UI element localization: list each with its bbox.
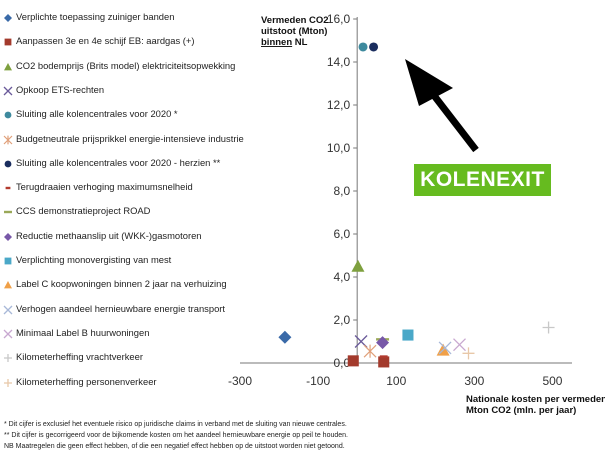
legend-marker: [4, 160, 12, 168]
legend-marker: [4, 14, 12, 22]
legend-marker: [4, 211, 12, 214]
legend-marker-icon: [4, 62, 12, 70]
legend-label: Reductie methaanslip uit (WKK-)gasmotore…: [16, 229, 202, 241]
y-axis-title-line: binnen NL: [261, 37, 308, 48]
legend-label: Kilometerheffing personenverkeer: [16, 375, 157, 387]
kolenexit-badge: KOLENEXIT: [414, 164, 551, 196]
data-point-2: [347, 355, 359, 367]
legend-marker-icon: [4, 281, 12, 289]
legend-label: Aanpassen 3e en 4e schijf EB: aardgas (+…: [16, 35, 195, 47]
legend-marker-icon: [4, 257, 12, 265]
legend-marker-icon: [3, 86, 13, 96]
legend-label: Verplichte toepassing zuiniger banden: [16, 11, 175, 22]
x-tick-label: -100: [306, 374, 330, 388]
legend-label: Label C koopwoningen binnen 2 jaar na ve…: [16, 278, 227, 290]
legend-marker: [4, 281, 12, 289]
legend-marker: [4, 354, 12, 363]
legend-marker-icon: [3, 305, 13, 315]
y-axis-title-line: uitstoot (Mton): [261, 26, 327, 37]
legend-label: Verplichting monovergisting van mest: [16, 254, 172, 265]
x-tick-label: 100: [386, 374, 406, 388]
y-tick-label: 10,0: [327, 141, 351, 155]
legend-marker-icon: [3, 329, 13, 339]
legend-label: Sluiting alle kolencentrales voor 2020 *: [16, 108, 178, 120]
legend-marker: [4, 111, 12, 119]
legend-marker-icon: [4, 354, 12, 363]
data-point-2: [378, 356, 390, 368]
x-axis-title-line: Mton CO2 (mln. per jaar): [466, 405, 576, 416]
x-axis-title-line: Nationale kosten per vermeden: [466, 394, 605, 405]
legend-label: Verhogen aandeel hernieuwbare energie tr…: [16, 302, 226, 314]
y-tick-label: 12,0: [327, 98, 351, 112]
legend-marker: [3, 135, 13, 144]
y-tick-label: 4,0: [333, 270, 350, 284]
x-tick-label: -300: [228, 374, 252, 388]
legend-label: Opkoop ETS-rechten: [16, 83, 105, 95]
legend-label: Sluiting alle kolencentrales voor 2020 -…: [16, 156, 221, 168]
y-axis-title-line: Vermeden CO2: [261, 15, 329, 26]
legend-marker-icon: [4, 232, 12, 241]
footnote-1: * Dit cijfer is exclusief het eventuele …: [4, 421, 347, 428]
legend-label: CO2 bodemprijs (Brits model) elektricite…: [16, 59, 236, 71]
legend-marker: [5, 186, 11, 190]
data-point-16: [462, 347, 475, 360]
legend-label: Terugdraaien verhoging maximumsnelheid: [16, 181, 193, 193]
legend-marker-icon: [5, 186, 11, 190]
legend-marker: [4, 232, 12, 241]
data-point-10: [376, 336, 390, 350]
legend-marker-icon: [3, 135, 13, 144]
legend-marker-icon: [4, 160, 12, 168]
data-point-15: [542, 321, 555, 334]
legend-marker-icon: [4, 211, 12, 214]
legend-marker: [4, 378, 12, 387]
kolenexit-arrow-shaft: [426, 86, 479, 153]
legend-marker: [3, 329, 13, 339]
y-tick-label: 6,0: [333, 227, 350, 241]
data-point-7: [369, 42, 379, 52]
legend-marker: [3, 305, 13, 315]
legend-label: CCS demonstratieproject ROAD: [16, 205, 151, 217]
data-point-6: [363, 344, 377, 358]
data-point-5: [358, 42, 368, 52]
legend-marker: [3, 86, 13, 96]
footnotes: * Dit cijfer is exclusief het eventuele …: [4, 419, 604, 452]
x-tick-label: 300: [464, 374, 484, 388]
legend-marker: [4, 38, 12, 46]
y-tick-label-zero: 0,0: [333, 356, 350, 370]
y-tick-label: 8,0: [333, 184, 350, 198]
legend-marker-icon: [4, 378, 12, 387]
legend-label: Budgetneutrale prijsprikkel energie-inte…: [16, 132, 244, 144]
legend-label: Minimaal Label B huurwoningen: [16, 326, 150, 338]
footnote-3: NB Maatregelen die geen effect hebben, o…: [4, 443, 345, 450]
legend-marker-icon: [4, 111, 12, 119]
data-point-1: [278, 330, 292, 344]
data-point-3: [351, 259, 365, 272]
data-point-14: [453, 338, 466, 352]
legend-marker: [4, 257, 12, 265]
legend-label: Kilometerheffing vrachtverkeer: [16, 351, 143, 363]
legend-marker-icon: [4, 38, 12, 46]
y-tick-label: 16,0: [327, 12, 351, 26]
footnote-2: ** Dit cijfer is gecorrigeerd voor de bi…: [4, 432, 348, 439]
y-tick-label: 14,0: [327, 55, 351, 69]
legend-marker: [4, 62, 12, 70]
kolenexit-arrow-head: [405, 59, 453, 106]
y-tick-label: 2,0: [333, 313, 350, 327]
x-tick-label: 500: [542, 374, 562, 388]
data-point-13: [438, 341, 452, 355]
legend-marker-icon: [4, 14, 12, 22]
data-point-11: [402, 329, 414, 341]
data-point-8: [379, 355, 388, 358]
